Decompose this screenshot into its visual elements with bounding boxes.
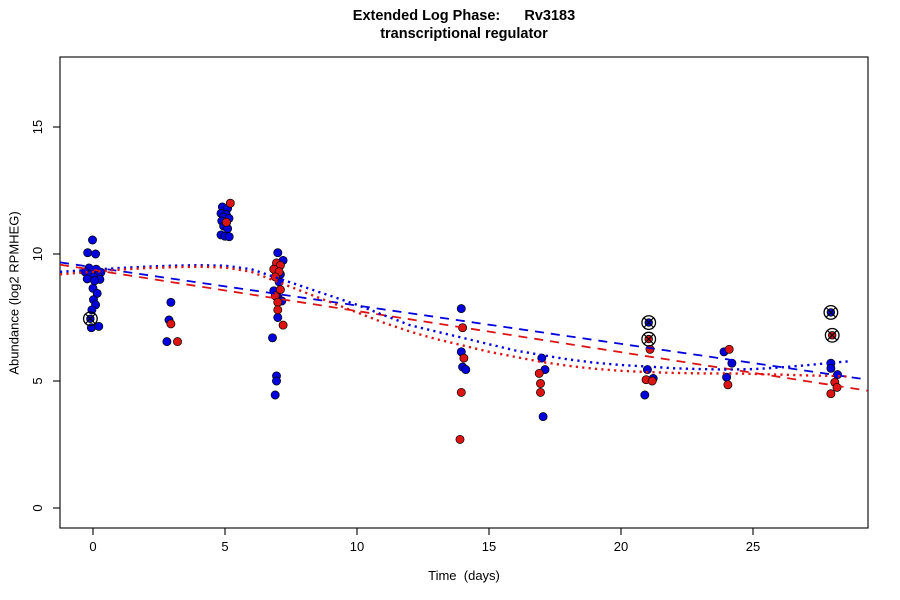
data-point xyxy=(224,232,234,242)
x-tick-label: 15 xyxy=(482,539,496,554)
data-point xyxy=(88,235,97,245)
data-point xyxy=(91,249,101,259)
blue-loess-fit xyxy=(60,263,851,371)
data-point xyxy=(273,297,283,307)
data-point xyxy=(536,379,545,388)
data-point xyxy=(647,376,657,386)
data-point xyxy=(459,353,469,363)
data-point xyxy=(724,344,734,354)
flag-cross xyxy=(85,313,96,324)
flagged-points xyxy=(82,304,840,347)
y-tick-label: 15 xyxy=(30,120,45,134)
flag-cross xyxy=(825,307,837,318)
data-point xyxy=(166,297,176,307)
x-axis-label: Time (days) xyxy=(428,568,500,583)
data-point xyxy=(723,380,733,390)
data-point xyxy=(640,390,650,400)
data-point xyxy=(536,387,545,397)
flag-circle xyxy=(641,315,657,331)
x-tick-label: 10 xyxy=(350,539,364,554)
x-tick-label: 5 xyxy=(221,539,228,554)
flag-circle xyxy=(823,304,839,320)
data-point xyxy=(278,320,288,330)
data-point xyxy=(273,305,283,315)
axis-ticks: 0 5 10 15 20 25 0 5 10 15 xyxy=(30,120,760,554)
x-tick-label: 0 xyxy=(89,539,96,554)
data-point xyxy=(534,368,544,378)
data-point xyxy=(455,434,465,444)
data-point xyxy=(90,276,100,286)
data-point xyxy=(270,272,280,282)
red-flagged-marker xyxy=(641,331,657,347)
trend-lines xyxy=(60,261,868,392)
y-tick-label: 10 xyxy=(30,247,45,261)
flag-cross xyxy=(643,333,654,345)
data-point xyxy=(456,387,466,397)
blue-linear-fit xyxy=(60,261,868,381)
y-tick-label: 0 xyxy=(30,504,45,511)
data-point xyxy=(456,304,466,314)
data-point xyxy=(173,337,182,347)
flag-cross xyxy=(826,330,838,341)
blue-flagged-marker xyxy=(82,311,98,327)
red-flagged-marker xyxy=(824,327,840,343)
data-point xyxy=(270,390,280,400)
chart-title-line2: transcriptional regulator xyxy=(380,26,548,42)
data-point xyxy=(83,248,93,258)
data-point xyxy=(461,365,471,375)
flag-circle xyxy=(641,331,657,347)
flag-circle xyxy=(82,311,98,327)
y-tick-label: 5 xyxy=(30,377,45,384)
data-point xyxy=(268,333,277,343)
blue-flagged-marker xyxy=(823,304,839,320)
red-linear-fit xyxy=(60,263,868,392)
data-point xyxy=(82,274,92,284)
data-point xyxy=(162,337,172,347)
data-point xyxy=(826,389,836,399)
data-point xyxy=(273,313,283,322)
x-tick-label: 25 xyxy=(746,539,760,554)
data-point xyxy=(225,198,235,208)
chart-title-line1: Extended Log Phase: Rv3183 xyxy=(352,8,576,24)
data-point xyxy=(166,319,176,329)
data-point xyxy=(832,382,842,392)
flag-cross xyxy=(643,317,654,328)
y-axis-label: Abundance (log2 RPMHEG) xyxy=(6,211,22,375)
data-point xyxy=(221,217,231,227)
data-point xyxy=(538,412,548,422)
data-point xyxy=(537,353,547,363)
flag-circle xyxy=(824,327,840,343)
data-point xyxy=(826,363,836,373)
data-point xyxy=(94,321,104,331)
plot-box xyxy=(59,56,869,529)
data-point xyxy=(273,248,283,258)
x-tick-label: 20 xyxy=(614,539,628,554)
data-point xyxy=(272,376,281,386)
data-point xyxy=(275,285,285,295)
blue-flagged-marker xyxy=(641,315,657,331)
